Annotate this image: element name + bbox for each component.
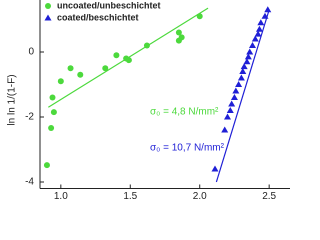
data-point	[240, 63, 248, 70]
data-point	[48, 125, 55, 132]
y-tick-label: -4	[25, 177, 34, 188]
data-point	[232, 87, 240, 94]
data-point	[246, 48, 254, 55]
legend-label: coated/beschichtet	[57, 12, 139, 22]
data-point	[175, 29, 182, 36]
data-point	[50, 109, 57, 116]
data-point	[239, 68, 247, 74]
data-point	[226, 107, 234, 113]
data-point	[224, 113, 231, 120]
data-point	[67, 65, 74, 72]
x-tick-label: 1.5	[123, 191, 137, 200]
data-point	[254, 30, 262, 37]
annotation: σ₀ = 10,7 N/mm²	[150, 143, 225, 154]
x-tick-label: 2.5	[262, 191, 276, 200]
data-point	[178, 34, 185, 41]
data-point	[228, 100, 236, 107]
data-point	[230, 94, 238, 100]
data-point	[125, 57, 132, 64]
data-point	[264, 6, 272, 13]
data-point	[257, 19, 265, 26]
y-axis-label: ln ln 1/(1-F)	[7, 74, 18, 125]
y-tick-label: 0	[28, 47, 34, 58]
data-point	[102, 65, 109, 72]
chart: ln ln 1/(1-F) -4 -2 0 1.0 1.5 2.0 2.5 uncoated/…	[7, 0, 290, 200]
legend-marker	[44, 14, 52, 21]
data-point	[244, 53, 252, 60]
data-point	[196, 13, 203, 20]
annotation: σ₀ = 4,8 N/mm²	[150, 107, 219, 118]
legend-marker	[45, 3, 51, 9]
x-tick-label: 2.0	[193, 191, 207, 200]
x-tick-label: 1.0	[54, 191, 68, 200]
data-point	[243, 58, 251, 65]
data-point	[49, 94, 56, 101]
legend-label: uncoated/unbeschichtet	[57, 0, 161, 10]
data-point	[77, 71, 84, 78]
y-tick-label: -2	[25, 112, 34, 123]
data-point	[251, 35, 259, 42]
data-point	[143, 42, 150, 49]
data-point	[43, 162, 50, 169]
fit-line	[215, 9, 270, 183]
data-point	[221, 126, 229, 133]
data-point	[249, 42, 256, 48]
data-point	[235, 81, 243, 87]
data-point	[237, 74, 245, 81]
data-point	[255, 25, 263, 32]
data-point	[57, 78, 64, 85]
data-point	[261, 12, 269, 19]
data-point	[113, 52, 120, 59]
data-point	[211, 165, 219, 172]
